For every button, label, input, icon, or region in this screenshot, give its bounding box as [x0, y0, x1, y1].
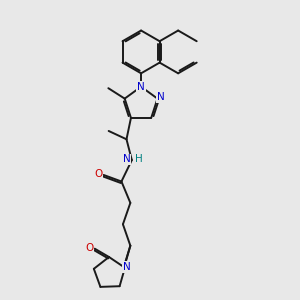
Text: H: H	[135, 154, 143, 164]
Text: N: N	[137, 82, 145, 92]
Text: O: O	[85, 243, 94, 253]
Text: N: N	[157, 92, 164, 102]
Text: N: N	[123, 154, 130, 164]
Text: O: O	[94, 169, 102, 179]
Text: N: N	[123, 262, 130, 272]
